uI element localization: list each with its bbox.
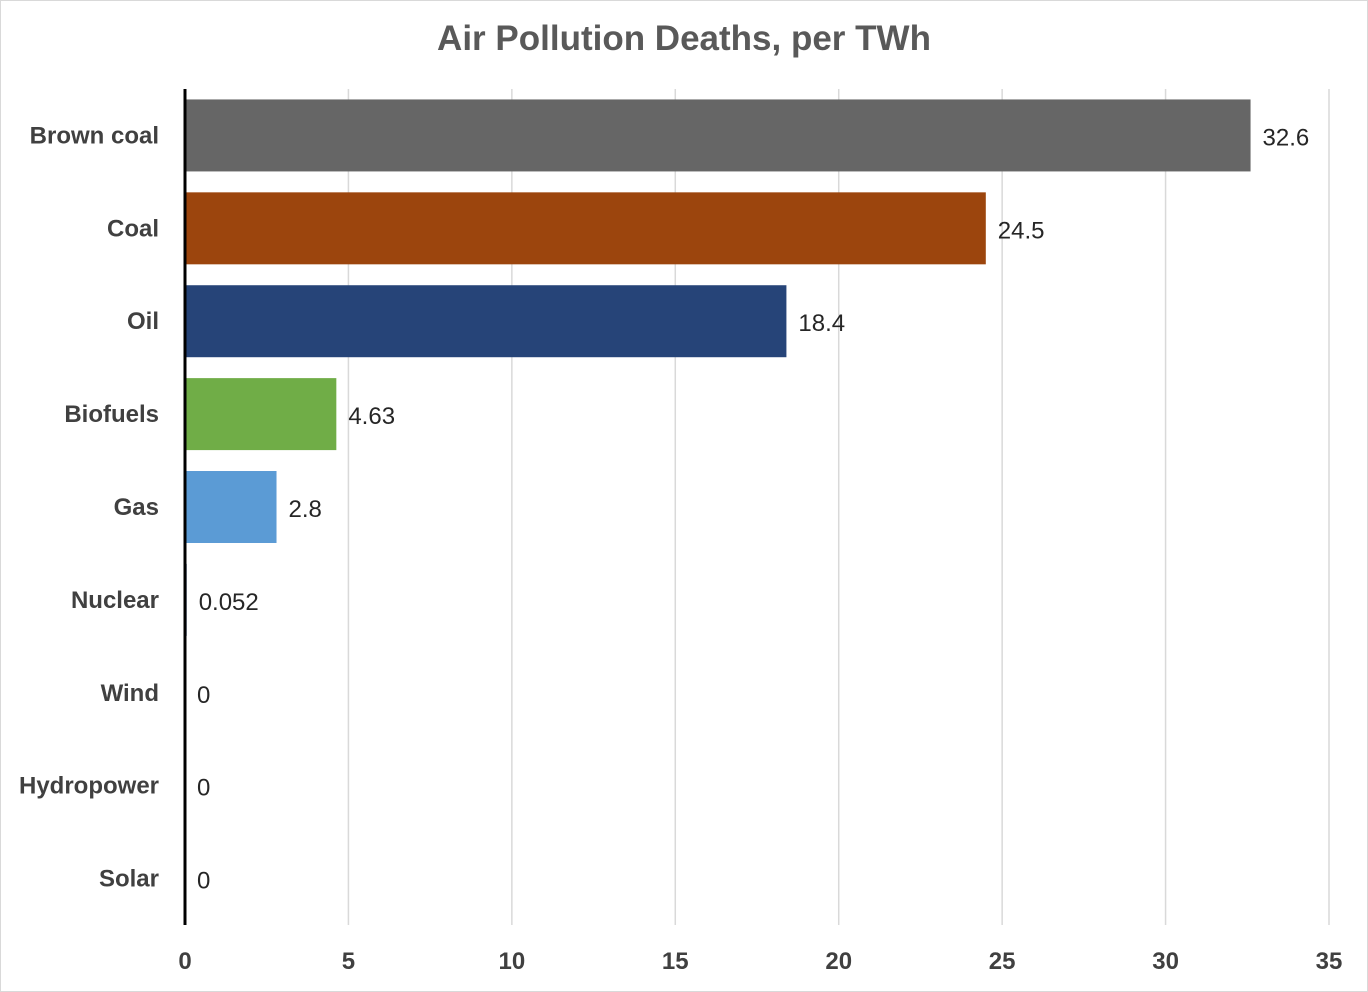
chart-title: Air Pollution Deaths, per TWh: [437, 19, 931, 58]
bar-coal: [185, 192, 986, 265]
category-label: Coal: [107, 215, 159, 242]
category-label: Gas: [114, 494, 159, 521]
x-tick-label: 35: [1316, 948, 1343, 975]
x-tick-label: 25: [989, 948, 1016, 975]
data-label: 2.8: [289, 496, 322, 523]
x-tick-label: 15: [662, 948, 689, 975]
data-label: 32.6: [1263, 124, 1310, 151]
bar-oil: [185, 285, 787, 358]
category-label: Biofuels: [64, 401, 159, 428]
x-tick-label: 0: [178, 948, 191, 975]
bars: [185, 99, 1251, 636]
x-tick-label: 20: [825, 948, 852, 975]
category-label: Solar: [99, 866, 159, 893]
category-label: Brown coal: [30, 122, 159, 149]
data-label: 0: [197, 775, 210, 802]
category-label: Hydropower: [19, 773, 159, 800]
category-label: Oil: [127, 308, 159, 335]
category-label: Wind: [101, 680, 159, 707]
data-label: 0: [197, 868, 210, 895]
labels: 0 5 10 15 20 25 30 35 Brown coal 32.6 Coal 24.5 Oil 1…: [19, 122, 1342, 975]
bar-biofuels: [185, 378, 337, 451]
x-tick-label: 5: [342, 948, 355, 975]
x-tick-label: 10: [499, 948, 526, 975]
data-label: 18.4: [798, 310, 845, 337]
category-label: Nuclear: [71, 587, 159, 614]
bar-brown-coal: [185, 99, 1251, 172]
data-label: 4.63: [348, 403, 395, 430]
bar-gas: [185, 471, 277, 543]
x-tick-label: 30: [1152, 948, 1179, 975]
data-label: 0: [197, 682, 210, 709]
data-label: 0.052: [199, 589, 259, 616]
data-label: 24.5: [998, 217, 1045, 244]
